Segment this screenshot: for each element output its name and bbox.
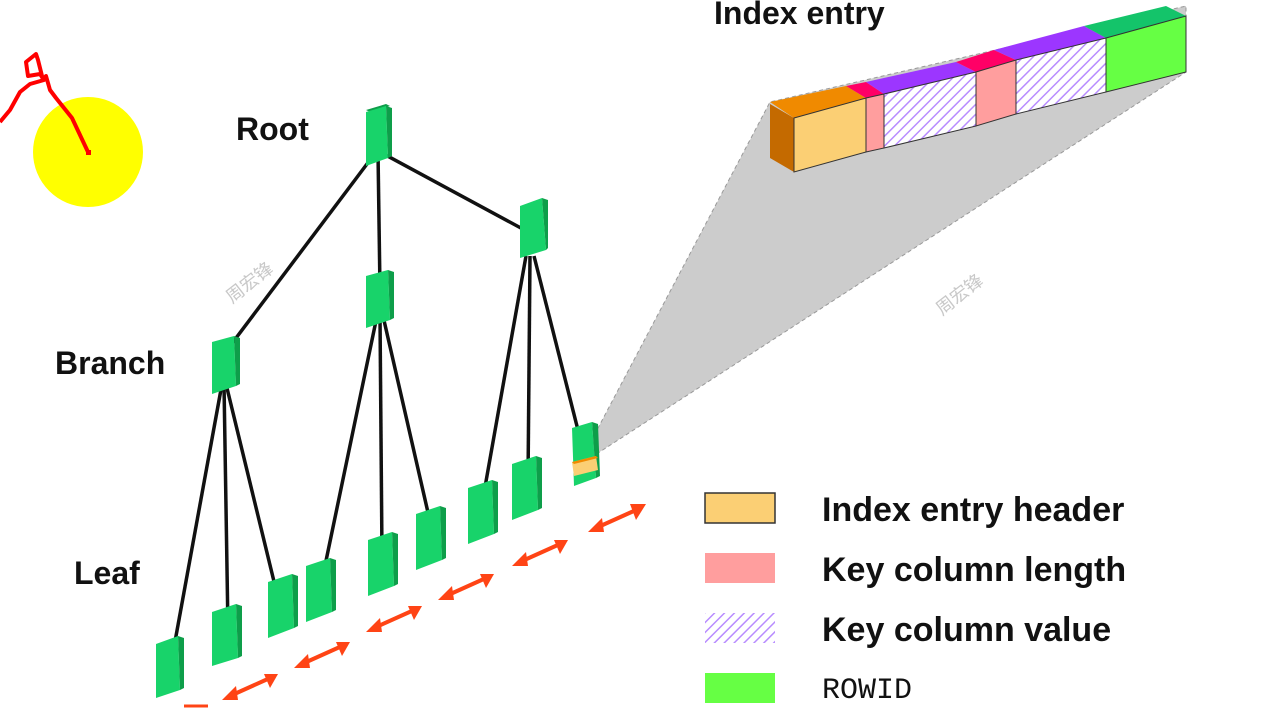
legend-item: Index entry header: [704, 491, 1124, 529]
leaf-node: [306, 558, 336, 622]
legend-item: ROWID: [705, 673, 912, 708]
leaf-node: [468, 480, 498, 544]
pointer-cursor-icon: [0, 52, 143, 207]
root-label: Root: [236, 111, 309, 147]
legend-label: Index entry header: [822, 491, 1124, 529]
leaf-node: [212, 604, 242, 666]
leaf-node: [268, 574, 298, 638]
leaf-node: [368, 532, 398, 596]
branch-node: [520, 198, 548, 258]
leaf-label: Leaf: [74, 555, 140, 591]
legend-swatch-header: [704, 492, 776, 524]
double-arrow-icon: [222, 674, 278, 700]
legend-swatch-rowid: [705, 673, 775, 703]
double-arrow-icon: [438, 574, 494, 600]
leaf-node: [572, 422, 600, 486]
tree-nodes: [156, 104, 600, 698]
branch-label: Branch: [55, 345, 165, 381]
root-node: [366, 104, 392, 166]
watermark: 周宏锋: [222, 258, 277, 308]
leaf-node: [512, 456, 542, 520]
branch-node: [212, 336, 240, 394]
leaf-node: [416, 506, 446, 570]
index-entry-label: Index entry: [714, 0, 885, 31]
branch-node: [366, 270, 394, 328]
double-arrow-icon: [512, 540, 568, 566]
double-arrow-icon: [366, 606, 422, 632]
legend-label: Key column length: [822, 551, 1126, 589]
legend-item: Key column value: [705, 611, 1111, 649]
legend-swatch-key-length: [705, 553, 775, 583]
legend-label: ROWID: [822, 674, 912, 708]
double-arrow-icon: [294, 642, 350, 668]
leaf-chain-arrows: [184, 504, 646, 708]
legend-swatch-key-value: [705, 613, 775, 643]
legend-label: Key column value: [822, 611, 1111, 649]
legend-item: Key column length: [705, 551, 1126, 589]
index-entry-projection: [576, 5, 1187, 468]
index-entry-bar: [770, 6, 1187, 173]
legend: Index entry header Key column length Key…: [704, 491, 1126, 708]
double-arrow-icon: [588, 504, 646, 532]
watermark: 周宏锋: [932, 270, 987, 320]
leaf-node: [156, 636, 184, 698]
tree-edges: [170, 150, 584, 659]
